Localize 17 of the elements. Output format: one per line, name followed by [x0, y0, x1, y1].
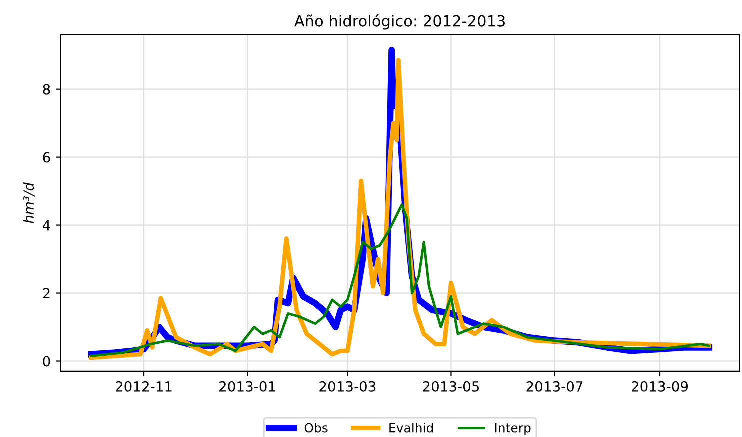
y-tick-label: 8 [43, 84, 50, 95]
y-tick-label: 4 [42, 220, 50, 231]
x-tick-label: 2012-11 [116, 381, 172, 392]
x-tick-label: 2013-07 [526, 381, 583, 392]
y-tick-label: 6 [43, 152, 50, 163]
legend-label: Obs [304, 423, 328, 433]
y-axis-title: hm³/d [23, 182, 36, 224]
x-tick-label: 2013-01 [220, 381, 276, 392]
legend-label: Interp [495, 423, 531, 436]
y-tick-label: 0 [43, 356, 50, 367]
line-series [90, 204, 710, 358]
chart-title: Año hidrológico: 2012-2013 [294, 14, 505, 30]
legend-label: Evalhid [390, 423, 434, 433]
y-tick-label: 2 [43, 288, 50, 299]
x-tick-label: 2013-05 [423, 381, 480, 392]
x-tick-label: 2013-09 [632, 381, 688, 392]
x-tick-label: 2013-03 [320, 381, 376, 392]
